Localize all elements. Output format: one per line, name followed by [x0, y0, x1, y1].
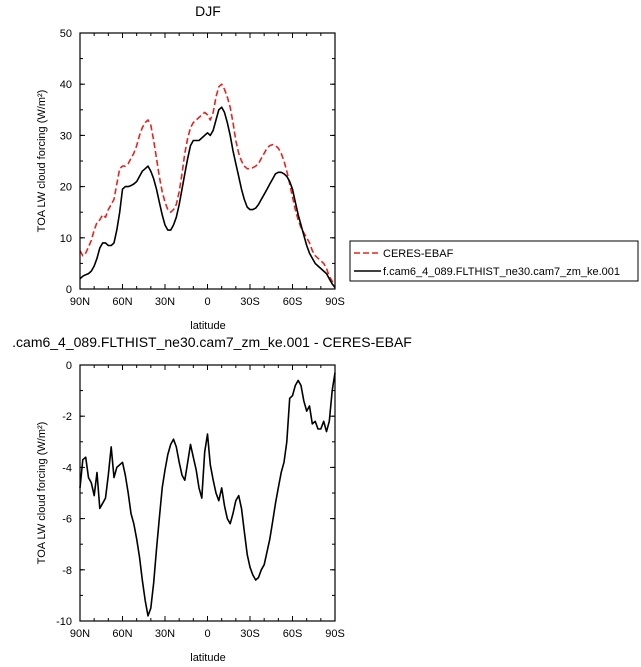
- bottom-x-tick-label: 30N: [155, 628, 175, 640]
- top-x-tick-label: 30N: [155, 296, 175, 308]
- bottom-x-tick-label: 60S: [283, 628, 303, 640]
- top-x-tick-label: 0: [204, 296, 210, 308]
- bottom-x-tick-label: 60N: [112, 628, 132, 640]
- top-ticks: 90N 60N 30N 0 30S 60S 90S 0 10 20 30 40 50: [60, 28, 345, 308]
- bottom-x-tick-label: 30S: [240, 628, 260, 640]
- top-x-tick-label: 90S: [325, 296, 345, 308]
- bottom-plot-frame: [79, 364, 336, 622]
- top-y-tick-label: 40: [60, 79, 72, 91]
- top-y-tick-label: 50: [60, 28, 72, 40]
- bottom-y-tick-label: -4: [62, 462, 72, 474]
- bottom-y-tick-label: -8: [62, 565, 72, 577]
- top-x-tick-label: 30S: [240, 296, 260, 308]
- bottom-x-axis-title: latitude: [190, 652, 225, 664]
- legend-entry-model: f.cam6_4_089.FLTHIST_ne30.cam7_zm_ke.001: [383, 266, 620, 278]
- top-y-tick-label: 0: [66, 284, 72, 296]
- bottom-y-tick-label: -6: [62, 514, 72, 526]
- top-y-tick-label: 30: [60, 130, 72, 142]
- top-x-tick-label: 60N: [112, 296, 132, 308]
- top-x-axis-title: latitude: [190, 320, 225, 332]
- top-series-line-1: [79, 106, 336, 288]
- top-x-tick-label: 90N: [70, 296, 90, 308]
- bottom-ticks: 90N 60N 30N 0 30S 60S 90S -10 -8 -6 -4 -2 0: [56, 360, 345, 640]
- bottom-y-axis-title: TOA LW cloud forcing (W/m²): [36, 422, 48, 565]
- bottom-panel: .cam6_4_089.FLTHIST_ne30.cam7_zm_ke.001 …: [12, 334, 412, 664]
- bottom-y-tick-label: 0: [66, 360, 72, 372]
- bottom-series-group: [79, 372, 336, 617]
- bottom-y-tick-label: -2: [62, 411, 72, 423]
- bottom-series-line-0: [79, 372, 336, 617]
- top-y-axis-title: TOA LW cloud forcing (W/m²): [36, 90, 48, 233]
- legend-entry-ceres: CERES-EBAF: [383, 248, 454, 260]
- bottom-x-tick-label: 90N: [70, 628, 90, 640]
- top-y-tick-label: 10: [60, 233, 72, 245]
- legend: CERES-EBAF f.cam6_4_089.FLTHIST_ne30.cam…: [349, 240, 639, 282]
- top-panel: DJF 90N 60N 30N 0 30S 60S 90S 0 10 20 30 40 50 latit…: [36, 3, 639, 332]
- top-plot-frame: [79, 32, 336, 290]
- legend-box: [349, 240, 639, 282]
- top-chart-title: DJF: [195, 3, 221, 19]
- bottom-x-tick-label: 0: [204, 628, 210, 640]
- top-y-tick-label: 20: [60, 182, 72, 194]
- top-x-tick-label: 60S: [283, 296, 303, 308]
- top-series-group: [79, 83, 336, 288]
- bottom-x-tick-label: 90S: [325, 628, 345, 640]
- bottom-chart-title: .cam6_4_089.FLTHIST_ne30.cam7_zm_ke.001 …: [12, 334, 412, 350]
- bottom-y-tick-label: -10: [56, 616, 72, 628]
- top-series-line-0: [79, 83, 336, 285]
